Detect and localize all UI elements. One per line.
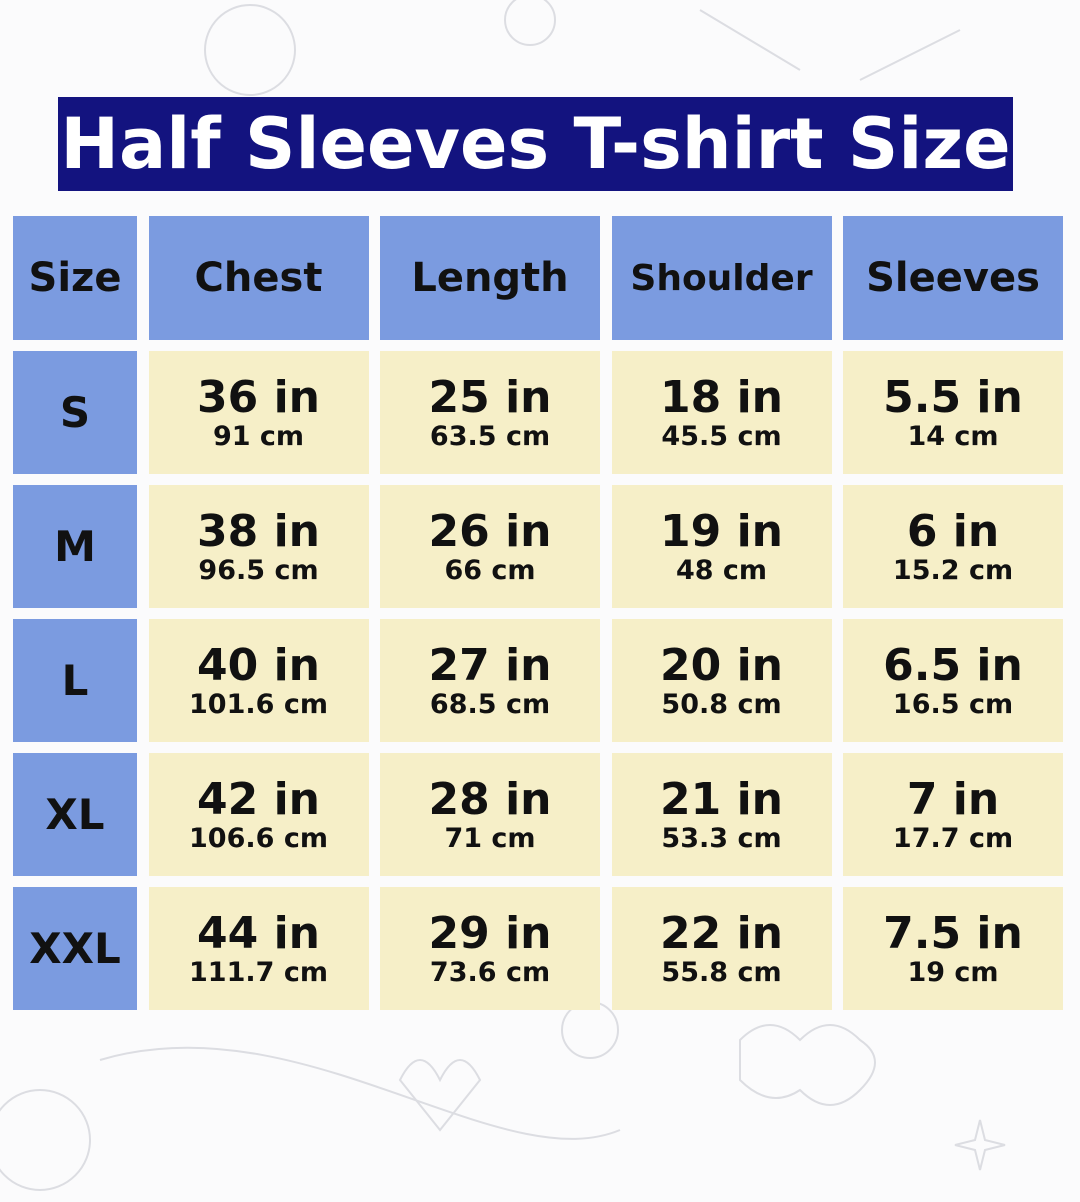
yarn-ball-doodle (0, 1089, 91, 1191)
cell-length: 27 in 68.5 cm (380, 619, 600, 742)
cell-shoulder: 20 in 50.8 cm (611, 619, 832, 742)
cm-value: 53.3 cm (661, 822, 782, 854)
cm-value: 16.5 cm (892, 688, 1014, 720)
header-chest: Chest (148, 216, 369, 340)
cell-chest: 36 in 91 cm (148, 351, 369, 474)
cm-value: 14 cm (907, 420, 999, 452)
sparkle-doodle (954, 1119, 1006, 1171)
heart-doodle (398, 1059, 482, 1132)
inches-value: 40 in (197, 639, 320, 691)
cm-value: 45.5 cm (661, 420, 782, 452)
inches-value: 36 in (197, 371, 320, 423)
cm-value: 48 cm (675, 554, 768, 586)
cell-sleeves: 7 in 17.7 cm (843, 753, 1063, 876)
cell-length: 25 in 63.5 cm (380, 351, 600, 474)
cm-value: 63.5 cm (429, 420, 551, 452)
page-title: Half Sleeves T-shirt Size (58, 97, 1013, 191)
size-label: M (13, 485, 137, 608)
inches-value: 42 in (197, 773, 320, 825)
inches-value: 26 in (428, 505, 552, 557)
cell-sleeves: 5.5 in 14 cm (843, 351, 1063, 474)
thread-doodle (99, 1046, 621, 1140)
header-size: Size (13, 216, 137, 340)
cm-value: 55.8 cm (661, 956, 782, 988)
cm-value: 106.6 cm (189, 822, 328, 854)
inches-value: 28 in (428, 773, 552, 825)
cell-shoulder: 18 in 45.5 cm (611, 351, 832, 474)
header-length: Length (380, 216, 600, 340)
size-label: L (13, 619, 137, 742)
size-chart-table: Size Chest Length Shoulder Sleeves S 36 i… (13, 216, 1063, 1010)
cm-value: 17.7 cm (892, 822, 1014, 854)
cell-sleeves: 7.5 in 19 cm (843, 887, 1063, 1010)
cm-value: 66 cm (444, 554, 536, 586)
inches-value: 25 in (428, 371, 552, 423)
yarn-ball-doodle (204, 4, 296, 96)
cell-shoulder: 19 in 48 cm (611, 485, 832, 608)
cm-value: 111.7 cm (189, 956, 328, 988)
inches-value: 27 in (428, 639, 552, 691)
cell-chest: 44 in 111.7 cm (148, 887, 369, 1010)
cell-shoulder: 21 in 53.3 cm (611, 753, 832, 876)
header-shoulder: Shoulder (611, 216, 832, 340)
size-label: S (13, 351, 137, 474)
size-label: XXL (13, 887, 137, 1010)
cell-length: 28 in 71 cm (380, 753, 600, 876)
cm-value: 73.6 cm (429, 956, 551, 988)
cm-value: 50.8 cm (661, 688, 782, 720)
inches-value: 7.5 in (883, 907, 1023, 959)
cm-value: 68.5 cm (429, 688, 551, 720)
size-label: XL (13, 753, 137, 876)
cell-chest: 42 in 106.6 cm (148, 753, 369, 876)
inches-value: 38 in (197, 505, 320, 557)
cell-chest: 38 in 96.5 cm (148, 485, 369, 608)
inches-value: 7 in (906, 773, 1000, 825)
cm-value: 96.5 cm (198, 554, 319, 586)
cm-value: 19 cm (907, 956, 999, 988)
inches-value: 6 in (906, 505, 1000, 557)
cm-value: 15.2 cm (892, 554, 1014, 586)
inches-value: 5.5 in (883, 371, 1023, 423)
cell-sleeves: 6 in 15.2 cm (843, 485, 1063, 608)
inches-value: 6.5 in (883, 639, 1023, 691)
inches-value: 18 in (660, 371, 783, 423)
needle-doodle (699, 9, 961, 81)
cell-chest: 40 in 101.6 cm (148, 619, 369, 742)
inches-value: 19 in (660, 505, 783, 557)
cell-length: 29 in 73.6 cm (380, 887, 600, 1010)
cm-value: 71 cm (444, 822, 536, 854)
cm-value: 91 cm (212, 420, 305, 452)
cell-length: 26 in 66 cm (380, 485, 600, 608)
cell-shoulder: 22 in 55.8 cm (611, 887, 832, 1010)
inches-value: 29 in (428, 907, 552, 959)
cell-sleeves: 6.5 in 16.5 cm (843, 619, 1063, 742)
button-doodle (504, 0, 556, 46)
header-sleeves: Sleeves (843, 216, 1063, 340)
button-doodle (561, 1001, 619, 1059)
inches-value: 20 in (660, 639, 783, 691)
cm-value: 101.6 cm (189, 688, 328, 720)
inches-value: 44 in (197, 907, 320, 959)
sheep-doodle (739, 1024, 876, 1106)
inches-value: 22 in (660, 907, 783, 959)
inches-value: 21 in (660, 773, 783, 825)
